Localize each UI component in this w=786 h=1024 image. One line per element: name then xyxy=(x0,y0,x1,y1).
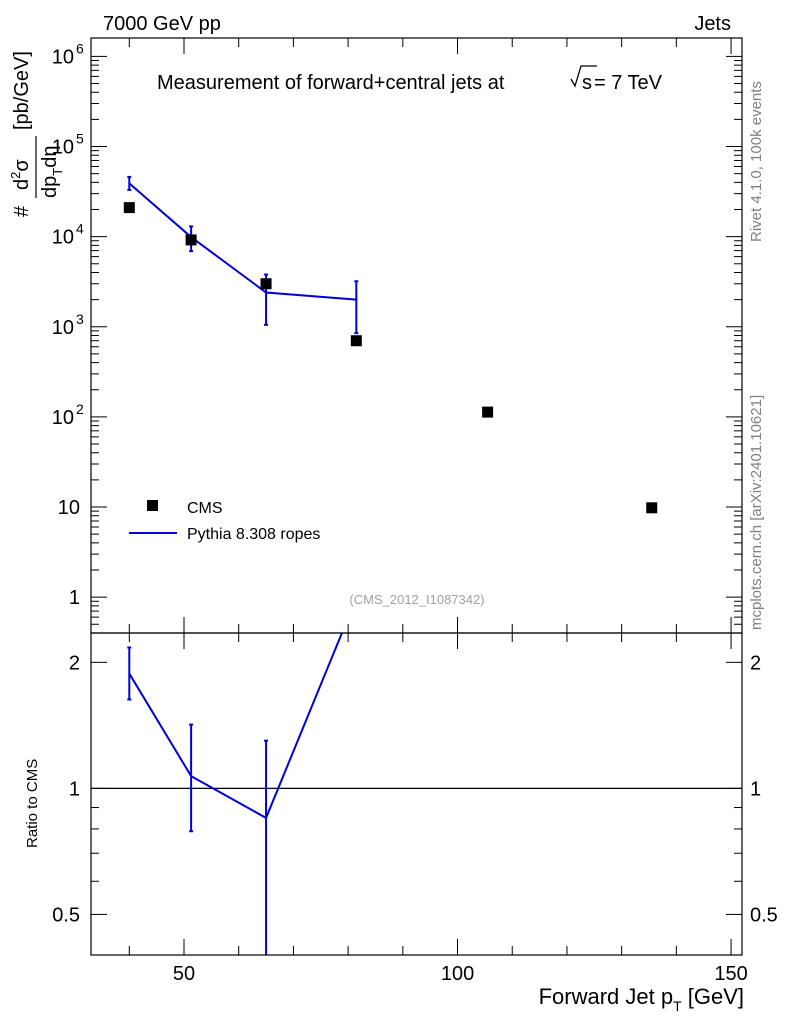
x-tick-label: 50 xyxy=(173,963,195,985)
main-y-tick-label: 10 xyxy=(52,227,74,249)
main-y-tick-label: 10 xyxy=(52,46,74,68)
ratio-panel: 50 100 150 0.5 0.5 1 1 2 2 xyxy=(52,632,778,985)
main-frame xyxy=(90,37,743,634)
data-point xyxy=(185,234,197,246)
legend-marker-cms xyxy=(147,500,158,511)
main-y-tick-exponent: 2 xyxy=(76,401,84,417)
y-label-unit: [pb/GeV] xyxy=(11,51,33,130)
sqrt-symbol xyxy=(570,65,597,88)
main-series xyxy=(123,175,658,514)
rivet-version-label: Rivet 4.1.0, 100k events xyxy=(748,81,765,242)
mc-line xyxy=(128,182,357,301)
data-point xyxy=(260,278,272,290)
y-label-denominator: dpTdη xyxy=(39,146,65,198)
main-y-tick-label: 1 xyxy=(69,587,80,609)
ratio-y-tick-label-right: 1 xyxy=(750,778,761,800)
ratio-line xyxy=(128,633,344,820)
x-axis-label: Forward Jet pT [GeV] xyxy=(539,984,744,1014)
x-tick-label: 100 xyxy=(441,963,474,985)
process-label: Jets xyxy=(694,13,731,35)
main-y-tick-label: 10 xyxy=(52,137,74,159)
data-point xyxy=(646,502,658,514)
main-y-tick-exponent: 6 xyxy=(76,40,84,56)
ratio-y-tick-label-right: 0.5 xyxy=(750,904,778,926)
legend-label-cms: CMS xyxy=(187,500,223,517)
sqrt-s-label: s xyxy=(582,72,592,94)
main-y-axis-label: # d2σ dpTdη [pb/GeV] xyxy=(8,51,65,217)
main-y-tick-label: 10 xyxy=(52,317,74,339)
data-point xyxy=(350,335,362,347)
main-y-tick-label: 10 xyxy=(58,497,80,519)
analysis-tag: (CMS_2012_I1087342) xyxy=(349,592,484,607)
main-y-tick-label: 10 xyxy=(52,407,74,429)
data-point xyxy=(123,202,135,214)
y-label-hash: # xyxy=(11,205,33,217)
plot-title: Measurement of forward+central jets at xyxy=(157,72,505,94)
y-label-numerator: d2σ xyxy=(8,159,33,190)
ratio-series xyxy=(127,633,344,955)
ratio-clipped-group xyxy=(127,633,344,955)
ratio-y-axis-label: Ratio to CMS xyxy=(24,759,41,848)
ratio-y-tick-label-right: 2 xyxy=(750,652,761,674)
ratio-y-tick-label: 2 xyxy=(69,652,80,674)
ratio-y-ticks: 0.5 0.5 1 1 2 2 xyxy=(52,652,778,956)
x-tick-label: 150 xyxy=(714,963,747,985)
main-x-ticks xyxy=(128,38,732,633)
ratio-x-ticks: 50 100 150 xyxy=(128,633,748,985)
plot-title-text: Measurement of forward+central jets at xyxy=(157,72,505,94)
main-y-tick-exponent: 4 xyxy=(76,221,84,237)
ratio-y-tick-label: 0.5 xyxy=(52,904,80,926)
main-y-tick-exponent: 3 xyxy=(76,311,84,327)
ratio-frame xyxy=(90,632,743,956)
main-y-tick-exponent: 5 xyxy=(76,131,84,147)
ratio-y-tick-label: 1 xyxy=(69,778,80,800)
mcplots-label: mcplots.cern.ch [arXiv:2401.10621] xyxy=(748,395,765,630)
beam-label: 7000 GeV pp xyxy=(103,13,221,35)
legend-label-pythia: Pythia 8.308 ropes xyxy=(187,526,320,543)
data-point xyxy=(482,406,494,418)
legend: CMS Pythia 8.308 ropes xyxy=(129,500,320,543)
energy-label: = 7 TeV xyxy=(594,72,663,94)
